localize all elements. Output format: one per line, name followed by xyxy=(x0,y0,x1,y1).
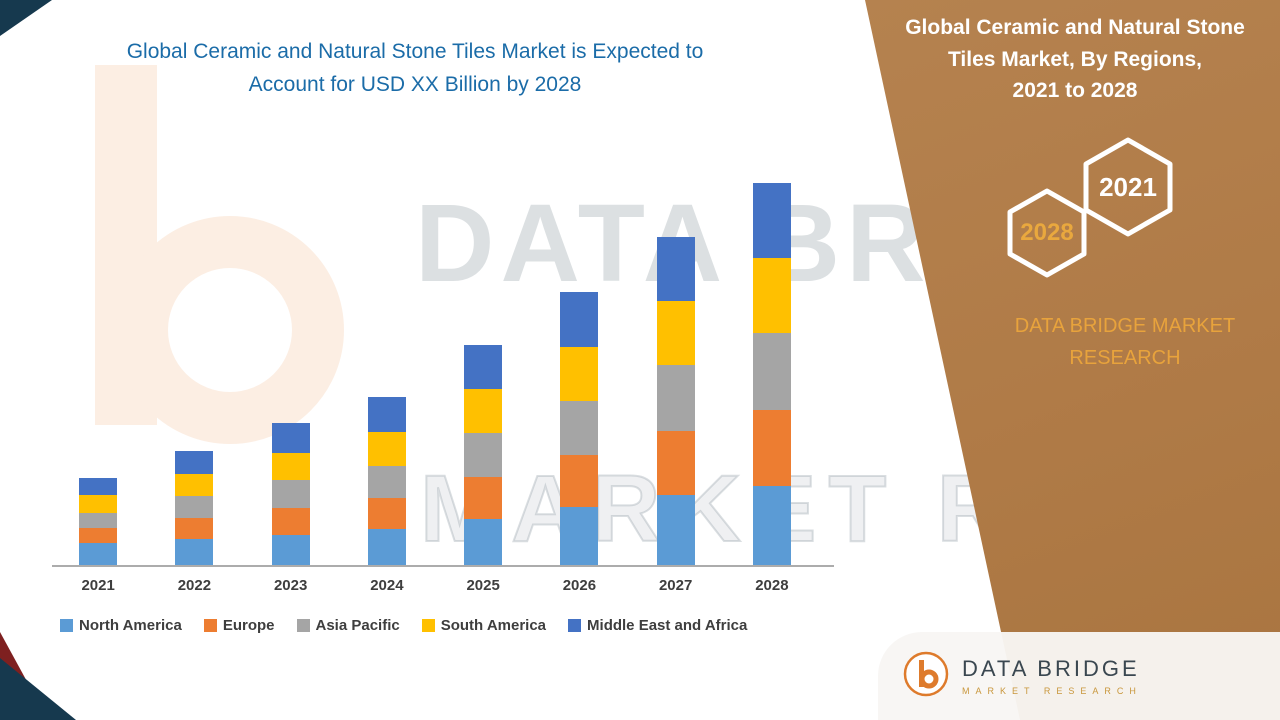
bar-segment-2025-asia-pacific xyxy=(464,433,503,477)
bar-2022 xyxy=(146,165,242,565)
bar-segment-2024-north-america xyxy=(367,529,406,565)
bar-segment-2028-north-america xyxy=(752,486,791,565)
bar-2025 xyxy=(435,165,531,565)
bar-segment-2026-asia-pacific xyxy=(560,401,599,455)
page-title-line2: Account for USD XX Billion by 2028 xyxy=(248,72,582,96)
bar-segment-2023-north-america xyxy=(271,535,310,565)
bar-segment-2028-south-america xyxy=(752,258,791,333)
corner-triangle-bottom-left-navy xyxy=(0,658,76,720)
bar-segment-2027-middle-east-and-africa xyxy=(656,237,695,301)
logo-watermark-icon xyxy=(80,55,350,450)
bar-2021 xyxy=(50,165,146,565)
bar-segment-2023-asia-pacific xyxy=(271,480,310,508)
bar-segment-2026-europe xyxy=(560,455,599,507)
bar-segment-2023-middle-east-and-africa xyxy=(271,423,310,453)
legend-swatch-icon xyxy=(296,619,310,632)
panel-title-line2: Tiles Market, By Regions, xyxy=(947,47,1203,71)
legend-label: Middle East and Africa xyxy=(587,617,748,634)
footer-brand-name: DATA BRIDGE xyxy=(962,656,1140,681)
bar-segment-2026-middle-east-and-africa xyxy=(560,292,599,347)
stacked-bar-chart xyxy=(50,165,820,565)
bar-segment-2027-south-america xyxy=(656,301,695,365)
x-axis-label-2025: 2025 xyxy=(466,577,500,594)
page-title: Global Ceramic and Natural Stone Tiles M… xyxy=(55,36,775,101)
panel-title-line3: 2021 to 2028 xyxy=(1012,79,1138,102)
corner-triangle-top-left xyxy=(0,0,52,36)
legend-swatch-icon xyxy=(568,619,582,632)
chart-legend: North America Europe Asia Pacific South Ame… xyxy=(60,617,747,634)
bar-segment-2024-asia-pacific xyxy=(367,466,406,498)
bar-2028 xyxy=(724,165,820,565)
legend-item-europe: Europe xyxy=(203,617,275,634)
bar-segment-2021-europe xyxy=(79,528,118,543)
x-axis-label-2026: 2026 xyxy=(562,577,597,594)
x-axis-label-2024: 2024 xyxy=(370,577,404,594)
bar-segment-2025-south-america xyxy=(464,389,503,433)
x-axis-line xyxy=(52,565,834,567)
x-axis-label-2028: 2028 xyxy=(755,577,789,594)
bar-2026 xyxy=(531,165,627,565)
bar-segment-2023-south-america xyxy=(271,453,310,480)
footer-brand-band: DATA BRIDGE MARKET RESEARCH xyxy=(878,632,1280,720)
legend-swatch-icon xyxy=(203,619,217,632)
legend-item-middle-east-and-africa: Middle East and Africa xyxy=(568,617,747,634)
bar-segment-2025-europe xyxy=(464,477,503,519)
hexagon-badge-2021-label: 2021 xyxy=(1099,171,1157,202)
bar-segment-2022-south-america xyxy=(175,474,214,496)
bar-segment-2022-europe xyxy=(175,518,214,539)
bar-segment-2027-asia-pacific xyxy=(656,365,695,431)
bar-segment-2026-north-america xyxy=(560,507,599,565)
bar-segment-2021-asia-pacific xyxy=(79,513,118,528)
panel-brand-line2: RESEARCH xyxy=(1069,347,1181,369)
legend-label: North America xyxy=(79,617,182,634)
legend-swatch-icon xyxy=(421,619,435,632)
bar-segment-2024-middle-east-and-africa xyxy=(367,397,406,432)
panel-brand-line1: DATA BRIDGE MARKET xyxy=(1014,315,1236,337)
bar-segment-2027-europe xyxy=(656,431,695,495)
x-axis-labels: 2021 2022 2023 2024 2025 2026 2027 2028 xyxy=(50,577,820,594)
bar-segment-2028-europe xyxy=(752,410,791,486)
bar-segment-2021-south-america xyxy=(79,495,118,513)
x-axis-label-2022: 2022 xyxy=(177,577,212,594)
page-title-line1: Global Ceramic and Natural Stone Tiles M… xyxy=(126,40,704,63)
x-axis-label-2021: 2021 xyxy=(81,577,115,594)
hexagon-badge-2028: 2028 xyxy=(1007,188,1087,278)
bar-segment-2022-asia-pacific xyxy=(175,496,214,518)
hexagon-badge-2021: 2021 xyxy=(1083,137,1173,237)
footer-logo-icon xyxy=(902,650,950,703)
panel-title: Global Ceramic and Natural Stone Tiles M… xyxy=(880,12,1270,107)
bar-segment-2028-asia-pacific xyxy=(752,333,791,410)
legend-swatch-icon xyxy=(60,619,73,632)
footer-brand-tagline: MARKET RESEARCH xyxy=(962,686,1142,696)
bar-segment-2021-middle-east-and-africa xyxy=(79,478,118,495)
legend-label: Europe xyxy=(222,617,275,634)
x-axis-label-2027: 2027 xyxy=(658,577,693,594)
panel-brand-text: DATA BRIDGE MARKET RESEARCH xyxy=(960,310,1280,374)
bar-segment-2027-north-america xyxy=(656,495,695,565)
bar-segment-2025-middle-east-and-africa xyxy=(464,345,503,389)
bar-segment-2022-north-america xyxy=(175,539,214,565)
bar-segment-2025-north-america xyxy=(464,519,503,565)
legend-item-north-america: North America xyxy=(60,617,182,634)
bar-segment-2021-north-america xyxy=(79,543,118,565)
bar-segment-2028-middle-east-and-africa xyxy=(752,183,791,258)
bar-segment-2022-middle-east-and-africa xyxy=(175,451,214,474)
bar-2027 xyxy=(628,165,724,565)
bar-segment-2024-south-america xyxy=(367,432,406,466)
bar-segment-2024-europe xyxy=(367,498,406,529)
footer-logo-text-block: DATA BRIDGE MARKET RESEARCH xyxy=(962,656,1142,696)
hexagon-badge-2028-label: 2028 xyxy=(1020,219,1074,246)
x-axis-label-2023: 2023 xyxy=(273,577,308,594)
bar-2024 xyxy=(339,165,435,565)
bar-segment-2023-europe xyxy=(271,508,310,535)
legend-item-south-america: South America xyxy=(421,617,547,634)
bar-2023 xyxy=(243,165,339,565)
bar-segment-2026-south-america xyxy=(560,347,599,401)
legend-label: South America xyxy=(440,617,547,634)
legend-item-asia-pacific: Asia Pacific xyxy=(296,617,400,634)
panel-title-line1: Global Ceramic and Natural Stone xyxy=(905,16,1245,39)
legend-label: Asia Pacific xyxy=(315,617,400,634)
